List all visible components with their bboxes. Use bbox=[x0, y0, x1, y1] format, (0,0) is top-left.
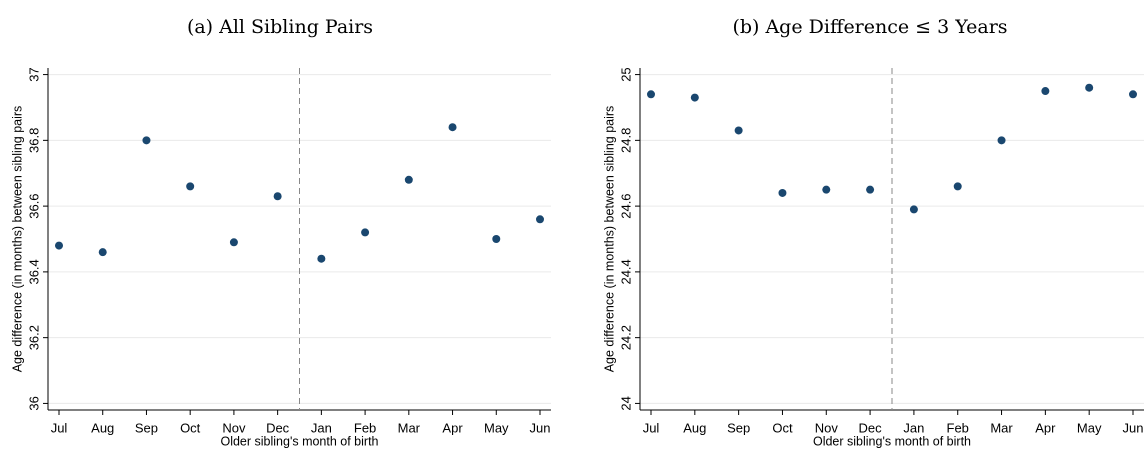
point bbox=[98, 248, 107, 257]
x-tick-label: Jun bbox=[530, 420, 551, 435]
point bbox=[55, 241, 63, 250]
point bbox=[448, 123, 457, 132]
y-tick-label: 25 bbox=[618, 67, 633, 81]
point bbox=[229, 238, 238, 247]
x-tick-label: Mar bbox=[990, 420, 1013, 435]
x-tick-label: Jul bbox=[51, 420, 68, 435]
x-tick-label: Aug bbox=[91, 420, 114, 435]
chart-title: (a) All Sibling Pairs bbox=[187, 16, 373, 38]
point bbox=[1129, 90, 1137, 99]
point bbox=[142, 136, 151, 145]
y-tick-label: 37 bbox=[26, 67, 41, 81]
y-tick-label: 36 bbox=[26, 396, 41, 410]
point bbox=[909, 205, 918, 214]
y-axis-label: Age difference (in months) between sibli… bbox=[10, 106, 24, 373]
x-tick-label: Nov bbox=[815, 420, 839, 435]
point bbox=[317, 254, 326, 263]
point bbox=[647, 90, 655, 99]
x-tick-label: May bbox=[1077, 420, 1102, 435]
x-tick-label: Oct bbox=[180, 420, 201, 435]
x-tick-label: Sep bbox=[727, 420, 750, 435]
x-tick-label: Sep bbox=[135, 420, 158, 435]
y-axis-label: Age difference (in months) between sibli… bbox=[602, 106, 616, 373]
x-axis-label: Older sibling's month of birth bbox=[220, 434, 378, 448]
y-tick-label: 36.8 bbox=[26, 128, 41, 153]
y-tick-label: 36.6 bbox=[26, 193, 41, 218]
point bbox=[536, 215, 544, 224]
x-tick-label: Oct bbox=[772, 420, 793, 435]
x-tick-label: Jan bbox=[311, 420, 332, 435]
point bbox=[1085, 83, 1094, 92]
point bbox=[734, 126, 743, 135]
x-tick-label: Feb bbox=[947, 420, 969, 435]
x-tick-label: Dec bbox=[266, 420, 290, 435]
x-tick-label: Dec bbox=[859, 420, 883, 435]
point bbox=[778, 188, 787, 197]
y-tick-label: 24.6 bbox=[618, 193, 633, 218]
y-tick-label: 24.4 bbox=[618, 259, 633, 284]
y-tick-label: 36.2 bbox=[26, 325, 41, 350]
x-tick-label: Aug bbox=[683, 420, 706, 435]
x-tick-label: Mar bbox=[398, 420, 421, 435]
point bbox=[953, 182, 962, 191]
point bbox=[866, 185, 875, 194]
x-tick-label: Apr bbox=[442, 420, 463, 435]
point bbox=[1041, 87, 1050, 96]
y-tick-label: 36.4 bbox=[26, 259, 41, 284]
point bbox=[186, 182, 195, 191]
point bbox=[997, 136, 1006, 145]
point bbox=[492, 235, 501, 243]
point bbox=[273, 192, 282, 201]
x-tick-label: Feb bbox=[354, 420, 376, 435]
point bbox=[361, 228, 370, 237]
y-tick-label: 24 bbox=[618, 396, 633, 410]
chart-title: (b) Age Difference ≤ 3 Years bbox=[732, 16, 1007, 38]
x-tick-label: Apr bbox=[1035, 420, 1056, 435]
x-tick-label: Jan bbox=[903, 420, 924, 435]
x-tick-label: May bbox=[484, 420, 509, 435]
point bbox=[404, 175, 413, 184]
x-tick-label: Nov bbox=[222, 420, 246, 435]
x-tick-label: Jun bbox=[1123, 420, 1144, 435]
x-axis-label: Older sibling's month of birth bbox=[813, 434, 971, 448]
point bbox=[690, 93, 699, 102]
point bbox=[822, 185, 831, 194]
y-tick-label: 24.2 bbox=[618, 325, 633, 350]
x-tick-label: Jul bbox=[643, 420, 660, 435]
y-tick-label: 24.8 bbox=[618, 128, 633, 153]
